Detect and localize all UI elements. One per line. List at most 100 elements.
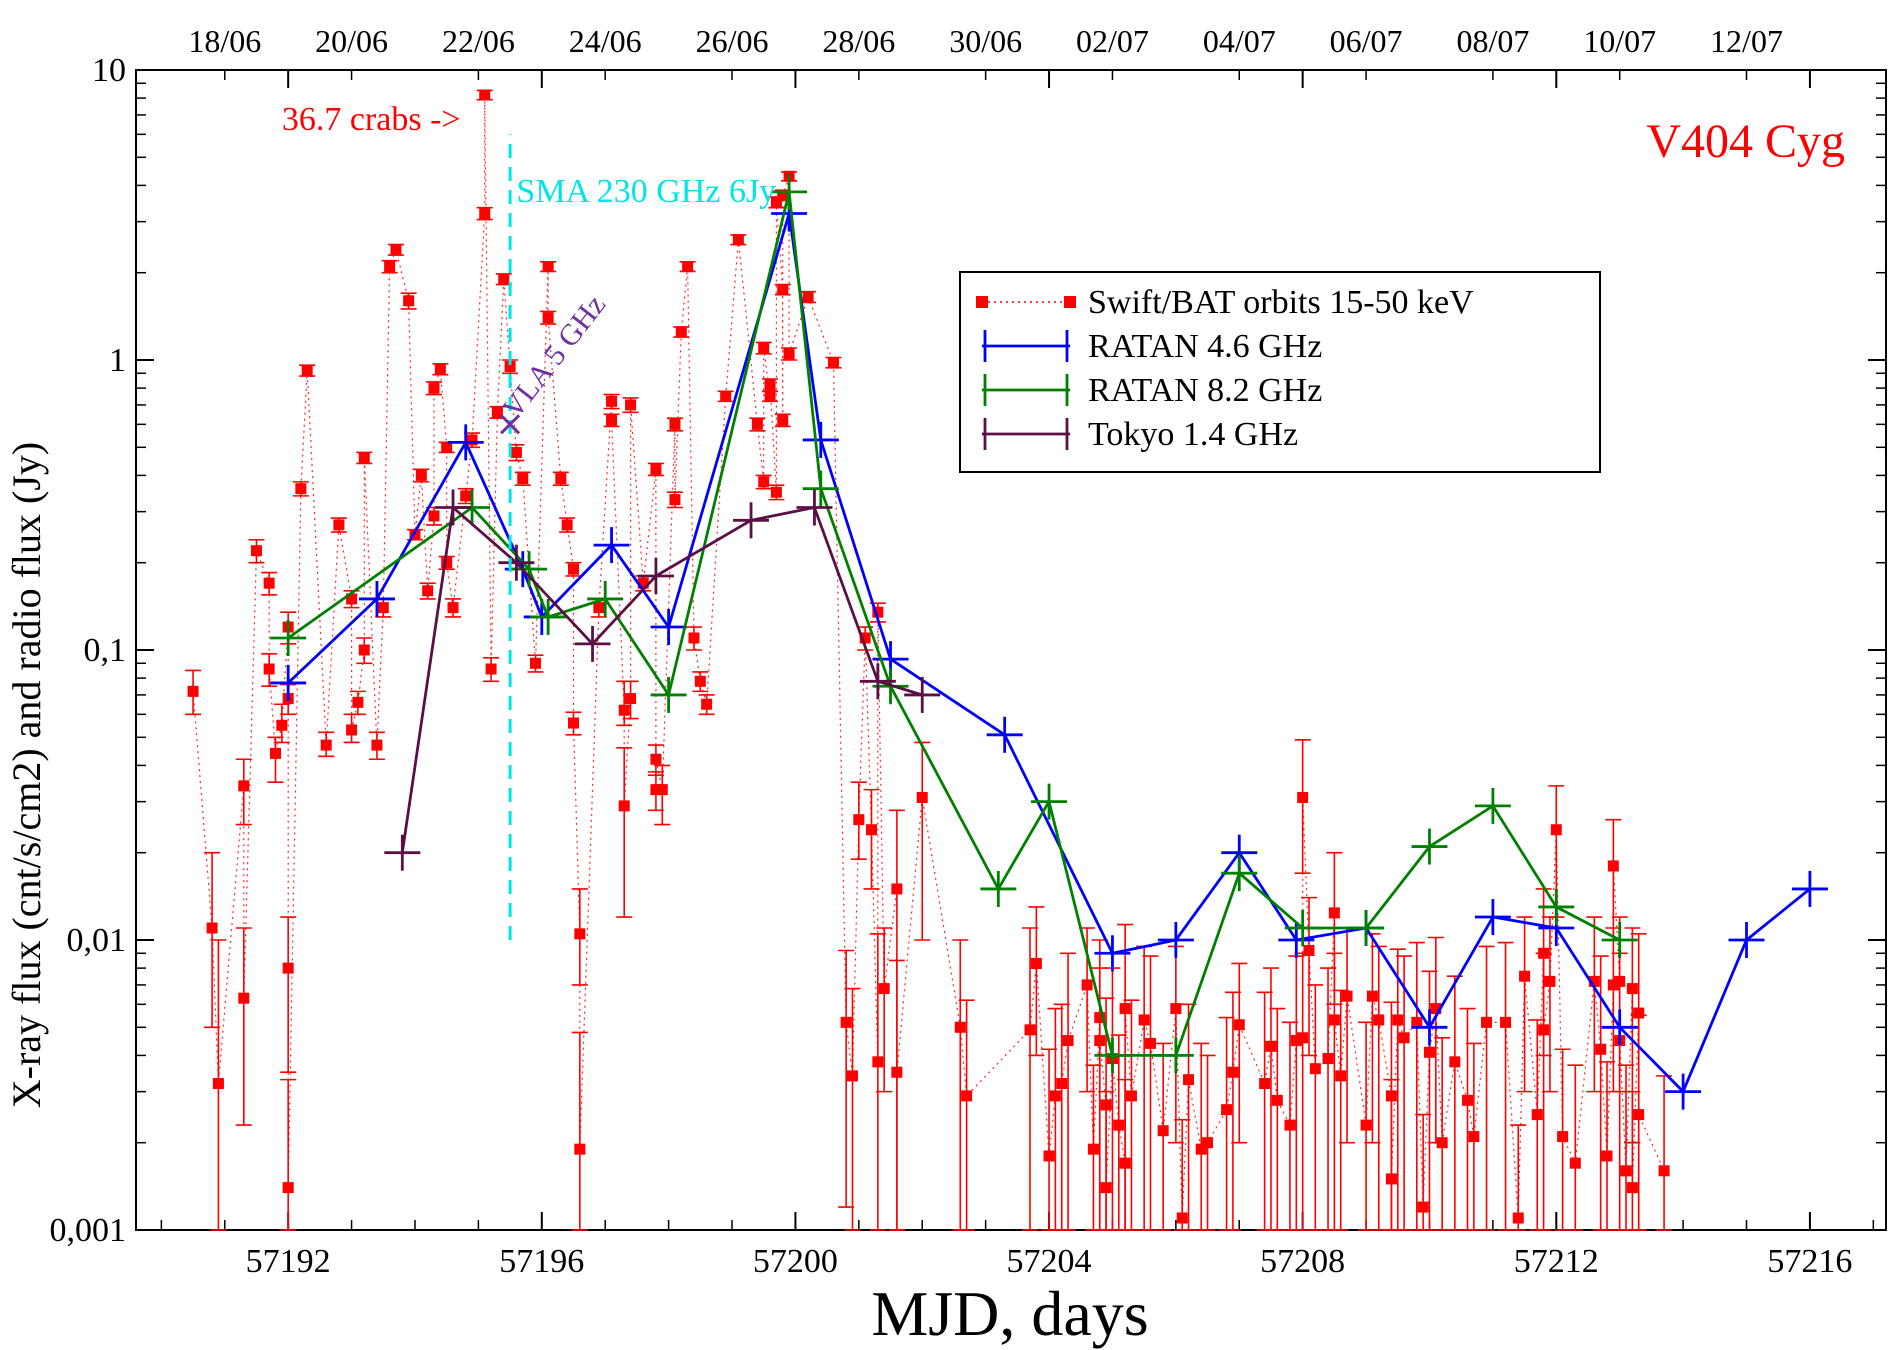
swift-bat-point	[1595, 1043, 1607, 1055]
swift-bat-point	[625, 399, 637, 411]
swift-bat-point	[764, 390, 776, 402]
swift-bat-point	[606, 414, 618, 426]
tokyo-1-4-ghz-point	[904, 676, 941, 713]
swift-bat-point	[1366, 990, 1378, 1002]
swift-bat-point	[1265, 1040, 1277, 1052]
swift-bat-point	[840, 1016, 852, 1028]
swift-bat-point	[212, 1078, 224, 1090]
swift-bat-point	[1557, 1131, 1569, 1143]
ratan-8-2-ghz-point	[1601, 922, 1638, 958]
swift-bat-point	[872, 1056, 884, 1068]
swift-bat-point	[669, 494, 681, 506]
ratan-8-2-ghz-point	[802, 470, 839, 507]
swift-bat-point	[269, 747, 281, 759]
swift-bat-point	[263, 663, 275, 675]
swift-bat-point	[1144, 1037, 1156, 1049]
swift-bat-point	[1430, 1003, 1442, 1015]
ratan-4-6-ghz-point	[1411, 1009, 1448, 1046]
swift-bat-point	[777, 189, 789, 201]
ratan-8-2-ghz-point	[1411, 828, 1448, 865]
swift-bat-point	[853, 814, 865, 826]
ratan-4-6-ghz-point	[1791, 870, 1828, 907]
x-tick-label: 57196	[499, 1243, 584, 1280]
swift-bat-point	[441, 441, 453, 453]
swift-bat-point	[777, 414, 789, 426]
tokyo-1-4-ghz-point	[796, 489, 833, 526]
swift-bat-point	[758, 476, 770, 488]
x-tick-label: 57216	[1767, 1243, 1852, 1280]
swift-bat-point	[1183, 1074, 1195, 1086]
chart-title: V404 Cyg	[1646, 115, 1845, 168]
ratan-4-6-ghz-point	[650, 609, 687, 646]
swift-bat-point	[238, 992, 250, 1004]
swift-bat-point	[961, 1090, 973, 1102]
swift-bat-point	[872, 606, 884, 618]
swift-bat-point	[783, 348, 795, 360]
swift-bat-point	[1030, 957, 1042, 969]
swift-bat-point	[1328, 1014, 1340, 1026]
swift-bat-point	[1633, 1109, 1645, 1121]
x-axis-title: MJD, days	[871, 1278, 1148, 1349]
swift-bat-point	[1202, 1137, 1214, 1149]
swift-bat-point	[358, 644, 370, 656]
tokyo-1-4-ghz-point	[384, 834, 421, 871]
ratan-4-6-ghz-point	[358, 580, 395, 617]
swift-bat-point	[618, 800, 630, 812]
ratan-8-2-ghz-point	[1031, 783, 1068, 820]
swift-bat-point	[720, 390, 732, 402]
swift-bat-point	[206, 922, 218, 934]
swift-bat-point	[637, 577, 649, 589]
swift-bat-point	[1449, 1056, 1461, 1068]
y-tick-label: 0,01	[67, 922, 127, 959]
swift-bat-point	[1157, 1125, 1169, 1137]
swift-bat-point	[1481, 1016, 1493, 1028]
swift-bat-point	[1094, 1035, 1106, 1047]
swift-bat-point	[1607, 860, 1619, 872]
swift-bat-point	[1297, 1032, 1309, 1044]
swift-bat-point	[1436, 1137, 1448, 1149]
x-tick-label: 57204	[1007, 1243, 1092, 1280]
swift-bat-point	[1601, 1150, 1613, 1162]
date-tick-label: 08/07	[1456, 23, 1529, 59]
swift-bat-point	[1500, 1016, 1512, 1028]
swift-bat-point	[1550, 824, 1562, 836]
swift-bat-point	[777, 284, 789, 296]
date-tick-label: 20/06	[315, 23, 388, 59]
swift-bat-point	[263, 577, 275, 589]
swift-bat-point	[1043, 1150, 1055, 1162]
tokyo-1-4-ghz-point	[435, 489, 472, 526]
ratan-8-2-ghz-point	[1474, 787, 1511, 824]
swift-bat-point	[1233, 1019, 1245, 1031]
annotation-text: 36.7 crabs ->	[282, 101, 461, 138]
swift-bat-point	[1633, 1007, 1645, 1019]
swift-bat-point	[1170, 1003, 1182, 1015]
swift-bat-point	[377, 602, 389, 614]
swift-bat-point	[1360, 1119, 1372, 1131]
swift-bat-point	[447, 602, 459, 614]
vla-point	[500, 414, 521, 435]
swift-bat-point	[732, 234, 744, 246]
radio-series	[270, 173, 1828, 1110]
swift-bat-point	[1227, 1066, 1239, 1078]
ratan-4-6-ghz-point	[1157, 922, 1194, 958]
swift-bat-point	[650, 784, 662, 796]
swift-bat-point	[1423, 1046, 1435, 1058]
swift-bat-point	[333, 519, 345, 531]
swift-bat-point	[390, 244, 402, 256]
swift-bat-point	[510, 446, 522, 458]
swift-bat-point	[1303, 945, 1315, 957]
date-tick-label: 30/06	[949, 23, 1022, 59]
legend: Swift/BAT orbits 15-50 keV RATAN 4.6 GHz R…	[959, 271, 1601, 473]
swift-bat-point	[758, 342, 770, 354]
swift-bat-point	[346, 593, 358, 605]
date-tick-label: 04/07	[1203, 23, 1276, 59]
ratan-8-2-ghz-line	[287, 191, 1621, 1057]
swift-bat-point	[1468, 1131, 1480, 1143]
ratan-4-6-ghz-point	[1474, 899, 1511, 936]
ratan-8-2-ghz-point	[587, 580, 624, 617]
ratan-8-2-ghz-point	[650, 676, 687, 713]
tokyo-1-4-ghz-point	[574, 625, 611, 662]
swift-bat-point	[358, 452, 370, 464]
swift-bat-point	[187, 685, 199, 697]
swift-bat-point	[1512, 1212, 1524, 1224]
